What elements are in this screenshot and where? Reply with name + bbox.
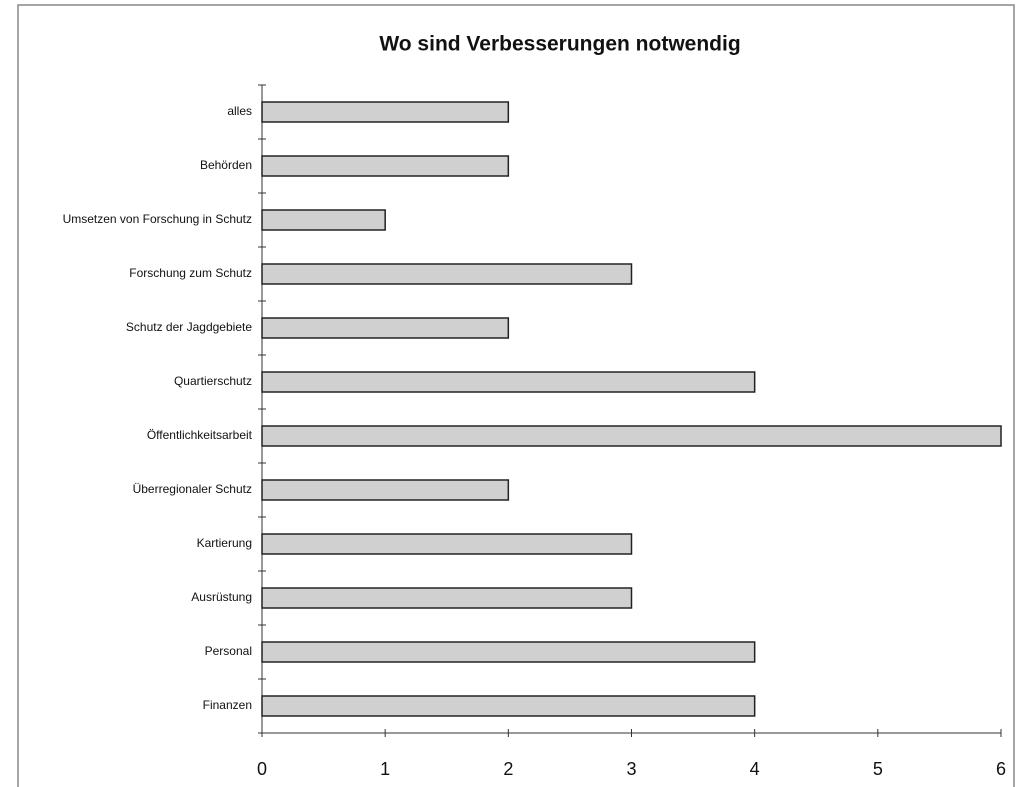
y-tick-label: Behörden <box>200 158 252 172</box>
y-tick-label: Quartierschutz <box>174 374 252 388</box>
y-tick-label: Finanzen <box>203 698 252 712</box>
chart-title: Wo sind Verbesserungen notwendig <box>379 33 740 56</box>
y-tick-label: Ausrüstung <box>191 590 252 604</box>
chart-frame <box>17 4 1015 787</box>
x-tick-label: 6 <box>996 759 1006 779</box>
x-tick-label: 5 <box>873 759 883 779</box>
bar <box>261 587 633 609</box>
bar <box>261 479 510 501</box>
y-tick-label: Kartierung <box>197 536 252 550</box>
bar <box>261 263 633 285</box>
bar <box>261 695 756 717</box>
y-tick-label: Umsetzen von Forschung in Schutz <box>63 212 252 226</box>
y-tick-label: Öffentlichkeitsarbeit <box>147 428 253 442</box>
x-tick-label: 2 <box>503 759 513 779</box>
x-tick-label: 0 <box>257 759 267 779</box>
bar <box>261 155 510 177</box>
y-tick-label: Forschung zum Schutz <box>129 266 252 280</box>
bar <box>261 101 510 123</box>
y-tick-label: Schutz der Jagdgebiete <box>126 320 252 334</box>
bar <box>261 317 510 339</box>
bar <box>261 209 386 231</box>
bar <box>261 425 1002 447</box>
y-tick-label: Überregionaler Schutz <box>133 482 252 496</box>
bar <box>261 533 633 555</box>
bar <box>261 641 756 663</box>
y-tick-label: alles <box>227 104 252 118</box>
bar <box>261 371 756 393</box>
y-tick-label: Personal <box>205 644 252 658</box>
x-tick-label: 3 <box>626 759 636 779</box>
x-tick-label: 1 <box>380 759 390 779</box>
x-tick-label: 4 <box>750 759 760 779</box>
